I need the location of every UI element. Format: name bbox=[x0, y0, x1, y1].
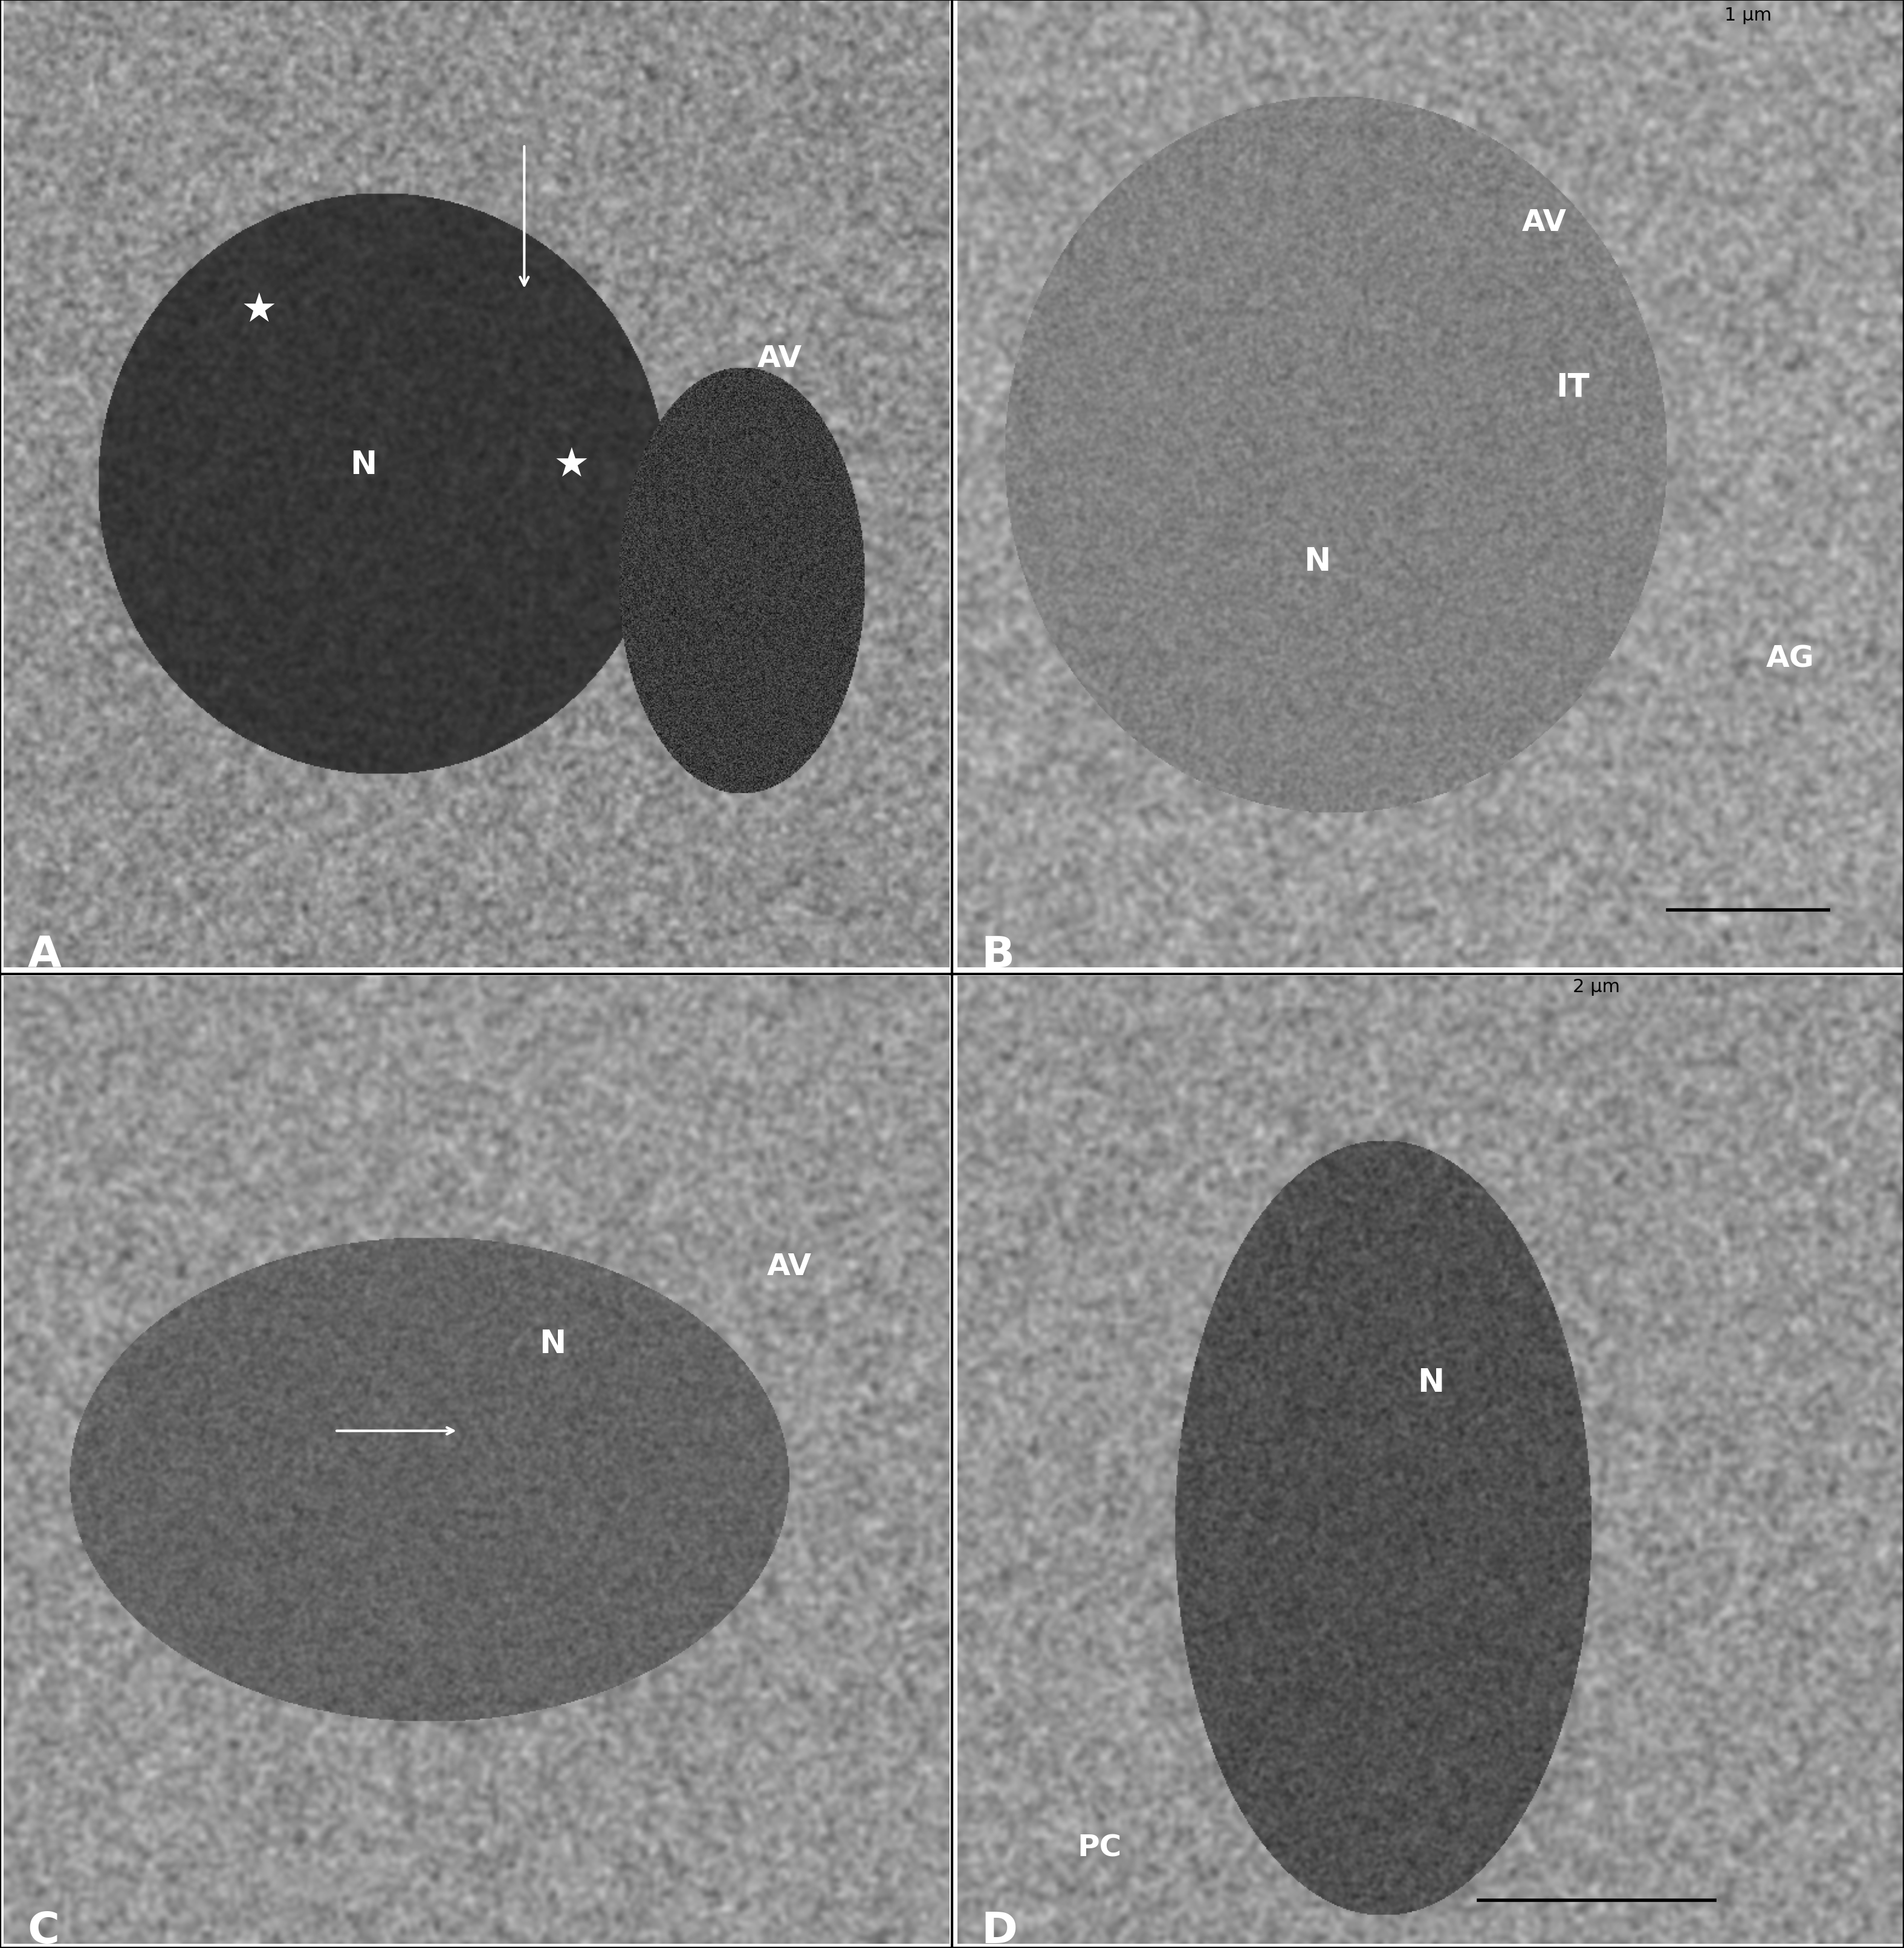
Text: N: N bbox=[539, 1329, 565, 1360]
Text: D: D bbox=[981, 1911, 1017, 1948]
Text: 1 μm: 1 μm bbox=[1725, 6, 1771, 23]
Text: N: N bbox=[350, 448, 377, 481]
Text: 2 μm: 2 μm bbox=[1573, 978, 1620, 995]
Text: AV: AV bbox=[1521, 208, 1567, 238]
Text: AV: AV bbox=[767, 1253, 811, 1282]
Text: N: N bbox=[1417, 1367, 1445, 1399]
Text: AG: AG bbox=[1767, 645, 1815, 672]
Text: B: B bbox=[981, 935, 1015, 976]
Text: A: A bbox=[27, 935, 61, 976]
Text: ★: ★ bbox=[242, 290, 278, 329]
Text: ★: ★ bbox=[554, 444, 590, 485]
Text: IT: IT bbox=[1556, 372, 1590, 403]
Text: C: C bbox=[27, 1911, 59, 1948]
Text: AV: AV bbox=[758, 343, 802, 372]
Text: PC: PC bbox=[1078, 1833, 1121, 1862]
Text: N: N bbox=[1304, 545, 1331, 577]
